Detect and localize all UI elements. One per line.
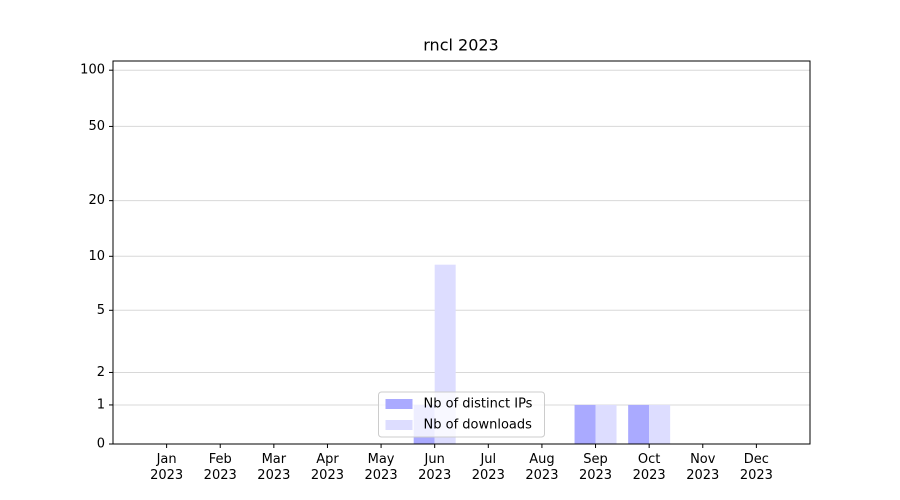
y-tick-label: 20 xyxy=(88,193,105,208)
x-tick-label: Apr 2023 xyxy=(310,452,344,483)
y-tick-label: 0 xyxy=(97,437,105,452)
x-tick-label: Jan 2023 xyxy=(150,452,184,483)
x-tick-label: Oct 2023 xyxy=(632,452,666,483)
bar xyxy=(649,404,671,444)
y-tick-label: 2 xyxy=(97,365,105,380)
bar xyxy=(574,404,596,444)
y-tick-label: 1 xyxy=(97,397,105,412)
legend-label: Nb of downloads xyxy=(424,418,533,433)
legend: Nb of distinct IPs Nb of downloads xyxy=(378,391,545,438)
x-tick-label: Sep 2023 xyxy=(578,452,613,483)
x-tick-label: Dec 2023 xyxy=(739,452,773,483)
chart-title: rncl 2023 xyxy=(423,36,498,55)
y-tick-label: 5 xyxy=(97,303,105,318)
y-tick-label: 50 xyxy=(88,119,105,134)
x-tick-label: Jul 2023 xyxy=(471,452,505,483)
y-tick-label: 100 xyxy=(80,63,105,78)
plot-frame xyxy=(112,60,811,445)
x-tick-label: Jun 2023 xyxy=(418,452,452,483)
legend-label: Nb of distinct IPs xyxy=(424,397,533,412)
x-tick-label: May 2023 xyxy=(364,452,398,483)
x-tick-label: Aug 2023 xyxy=(525,452,559,483)
x-tick-label: Mar 2023 xyxy=(257,452,291,483)
bar xyxy=(595,404,617,444)
x-tick-label: Feb 2023 xyxy=(203,452,237,483)
x-tick-label: Nov 2023 xyxy=(686,452,720,483)
legend-swatch xyxy=(385,399,413,409)
bar xyxy=(628,404,650,444)
legend-box xyxy=(378,391,545,438)
y-tick-label: 10 xyxy=(88,249,105,264)
legend-swatch xyxy=(385,420,413,430)
